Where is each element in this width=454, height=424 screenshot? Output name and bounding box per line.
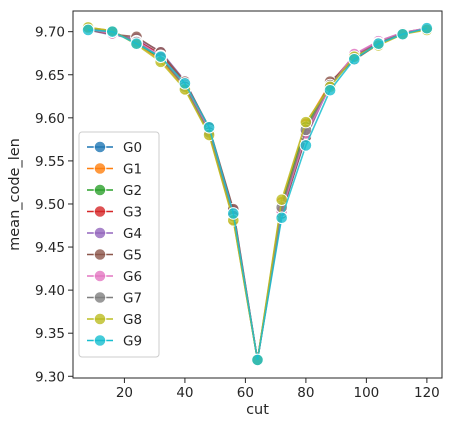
legend-marker-G6 [93, 269, 107, 283]
legend-marker-G8 [93, 312, 107, 326]
legend-item-G0: G0 [87, 140, 142, 156]
legend-marker-G4 [93, 226, 107, 240]
legend-box [78, 131, 160, 358]
x-tick-label-3: 80 [297, 385, 314, 401]
y-tick-label-6: 9.60 [35, 111, 65, 127]
legend-marker-G2 [93, 183, 107, 197]
legend-label-G8: G8 [123, 312, 142, 328]
point-G9-4 [178, 77, 192, 90]
legend-label-G0: G0 [123, 140, 142, 156]
legend-marker-G0 [93, 140, 107, 154]
point-G9-12 [372, 37, 385, 51]
legend-marker-G7 [93, 291, 107, 304]
y-tick-label-0: 9.30 [35, 369, 65, 385]
legend-marker-G5 [93, 248, 107, 261]
point-G9-0 [81, 23, 95, 37]
x-tick-label-0: 20 [116, 385, 133, 401]
x-tick-label-1: 40 [176, 385, 193, 401]
y-axis-label: mean_code_len [7, 138, 23, 251]
legend-label-G1: G1 [123, 162, 142, 178]
y-tick-label-3: 9.45 [35, 240, 65, 256]
series-G9 [81, 21, 434, 367]
legend-label-G7: G7 [123, 291, 142, 307]
y-tick-label-1: 9.35 [35, 326, 65, 342]
x-tick-label-5: 120 [414, 385, 440, 401]
point-G8-9 [299, 115, 313, 129]
point-G9-11 [347, 52, 361, 66]
legend-marker-G1 [93, 162, 107, 175]
axis-layer: 20 40 60 80 100 120 9.30 9.35 9.40 9.45 9.50 9.55 9.… [35, 25, 440, 401]
point-G9-8 [275, 211, 288, 225]
legend-item-G8: G8 [87, 312, 142, 328]
point-G9-5 [202, 121, 216, 134]
point-G9-9 [299, 139, 313, 152]
x-tick-label-2: 60 [237, 385, 254, 401]
legend-label-G2: G2 [123, 183, 142, 199]
legend-item-G3: G3 [87, 205, 142, 221]
point-G9-14 [420, 21, 434, 35]
legend-label-G9: G9 [123, 334, 142, 350]
point-G9-7 [251, 353, 264, 367]
legend-marker-G3 [93, 205, 107, 218]
legend-item-G2: G2 [87, 183, 142, 199]
point-G9-1 [106, 25, 119, 38]
point-G9-6 [227, 207, 240, 220]
legend-item-G6: G6 [87, 269, 142, 285]
plot-frame [72, 10, 443, 379]
legend-item-G7: G7 [87, 291, 142, 307]
legend-label-G6: G6 [123, 269, 142, 285]
point-G9-13 [396, 27, 409, 41]
x-tick-label-4: 100 [353, 385, 379, 401]
x-axis-label: cut [246, 402, 269, 418]
point-G9-3 [154, 50, 168, 63]
legend-item-G1: G1 [87, 162, 142, 178]
legend-label-G3: G3 [123, 205, 142, 221]
legend-label-G5: G5 [123, 248, 142, 264]
point-G9-10 [323, 83, 337, 97]
y-tick-label-4: 9.50 [35, 197, 65, 213]
legend-item-G5: G5 [87, 248, 142, 264]
legend-item-G4: G4 [87, 226, 142, 242]
legend: G0 G1 G2 G3 G4 G5 G6 G7 G8 G9 [78, 131, 160, 358]
y-tick-label-7: 9.65 [35, 68, 65, 84]
plot-layer [81, 21, 434, 367]
legend-label-G4: G4 [123, 226, 142, 242]
point-G9-2 [130, 37, 143, 51]
y-tick-label-5: 9.55 [35, 154, 65, 170]
y-tick-label-2: 9.40 [35, 283, 65, 299]
legend-item-G9: G9 [87, 334, 142, 350]
y-tick-label-8: 9.70 [35, 25, 65, 41]
legend-marker-G9 [93, 334, 107, 347]
